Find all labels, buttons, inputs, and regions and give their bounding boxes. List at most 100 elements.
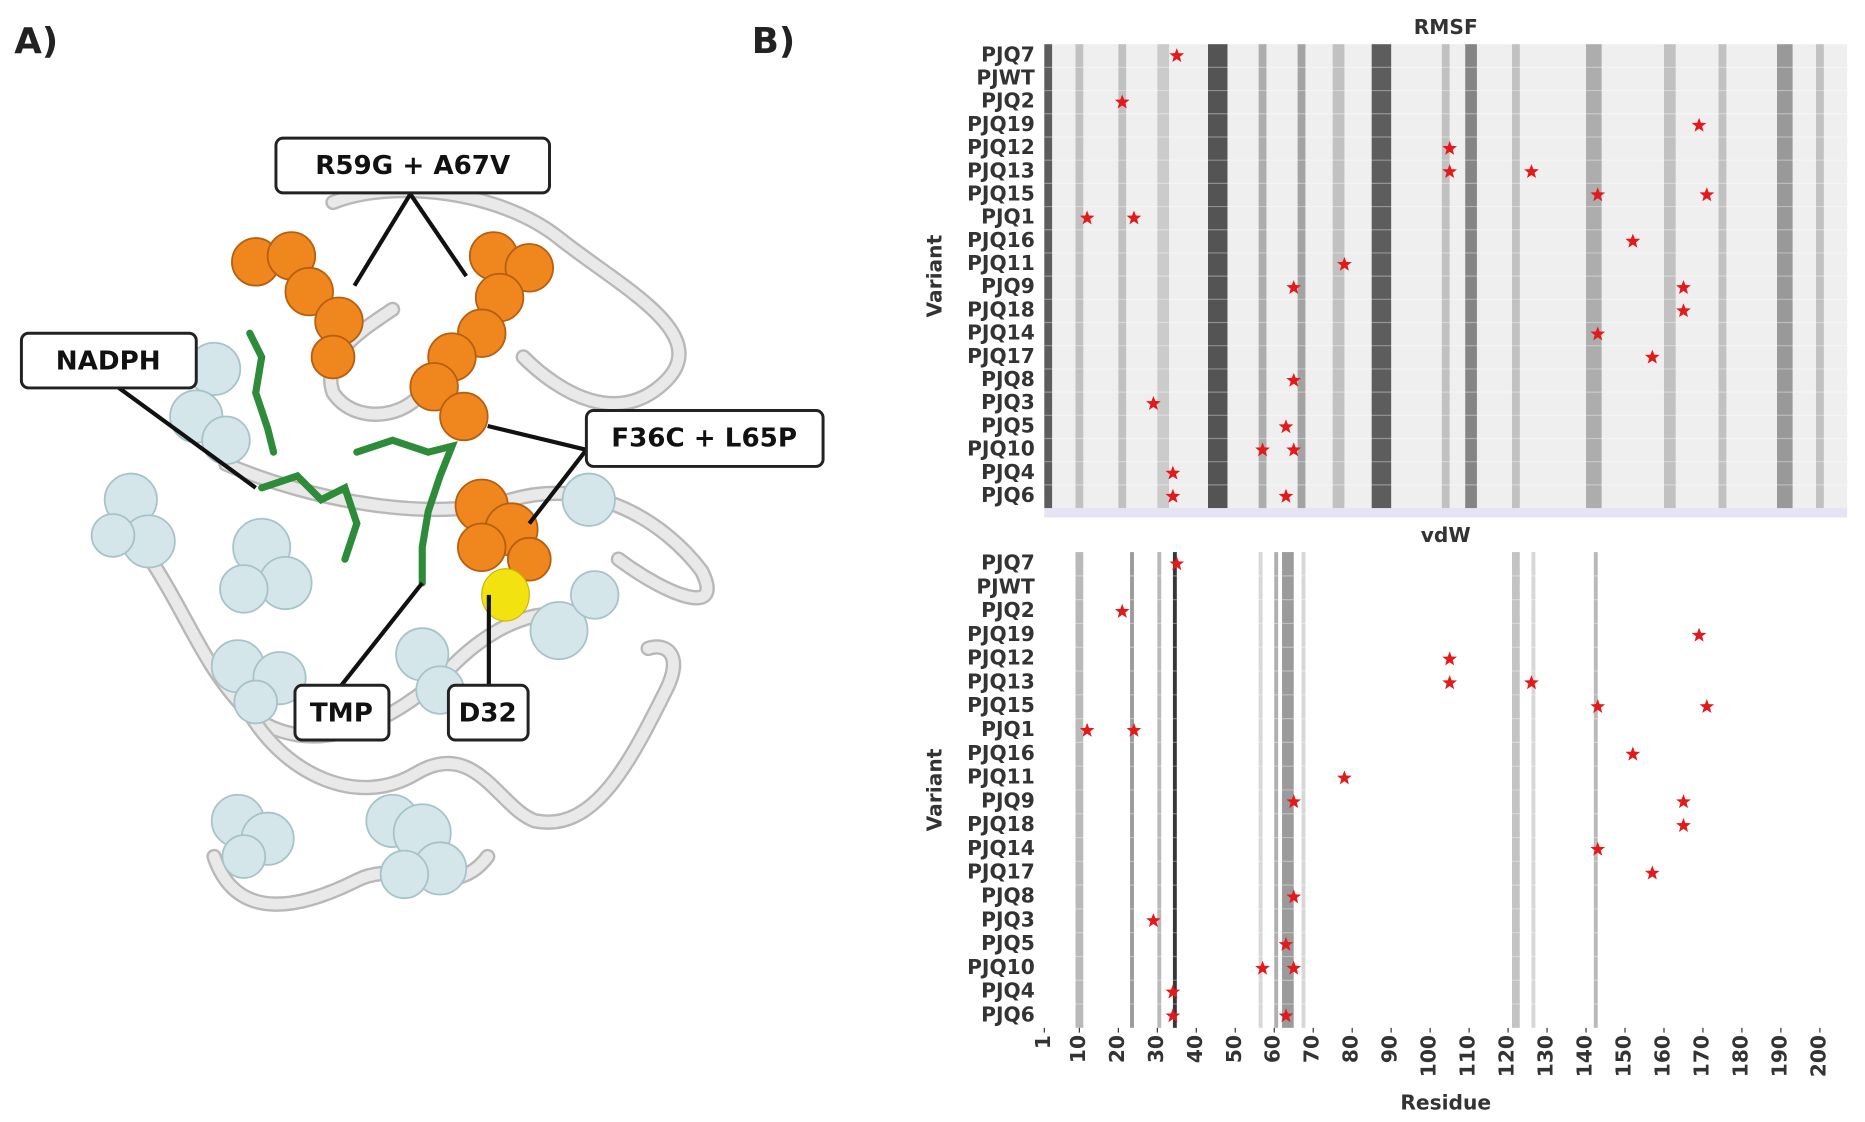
heat-band [1274,552,1279,1028]
y-tick-label: PJQ12 [967,646,1035,670]
heat-band [1044,44,1053,509]
y-tick-label: PJQ6 [981,1002,1035,1026]
y-tick-label: PJWT [976,65,1035,89]
heat-band [1531,552,1536,1028]
y-tick-label: PJQ10 [967,437,1035,461]
x-tick-label: 120 [1495,1035,1519,1077]
chart-title: RMSF [1414,15,1478,39]
heat-band [1593,552,1598,1028]
y-tick-label: PJQ8 [981,884,1035,908]
x-tick-label: 100 [1417,1035,1441,1077]
heatmap-background [1044,552,1848,1028]
mutation-star [1644,349,1660,364]
x-tick-label: 30 [1144,1035,1168,1063]
mutation-star [1255,960,1270,975]
mutation-star [1165,465,1181,480]
mutation-star [1114,603,1130,618]
mutation-star [1146,396,1161,410]
y-tick-label: PJQ9 [981,788,1035,812]
mutation-star [1278,419,1294,434]
y-tick-label: PJQ10 [967,955,1035,979]
y-tick-label: PJQ1 [981,717,1035,741]
annotation: NADPH [56,346,161,376]
mutation-star [1625,746,1641,761]
y-tick-label: PJQ2 [981,598,1035,622]
mutation-star [1699,698,1715,714]
heat-band [1718,44,1727,509]
heat-band [1663,44,1676,509]
heat-band [1282,552,1294,1028]
x-tick-label: 160 [1650,1035,1674,1077]
heat-band [1207,44,1228,509]
heat-band [1157,552,1162,1028]
annotation-box [446,683,530,742]
heat-band [1301,552,1306,1028]
annotation: D32 [459,698,517,728]
x-axis-title: Residue [1400,1090,1491,1114]
x-tick-label: 60 [1261,1035,1285,1063]
heat-band [1258,44,1267,509]
heat-band [1118,44,1127,509]
mutation-star [1286,372,1302,387]
heat-band [1258,552,1263,1028]
mutation-star [1590,698,1606,714]
heat-band [1777,44,1793,509]
y-tick-label: PJQ4 [981,979,1035,1003]
y-tick-label: PJQ17 [967,344,1035,368]
y-tick-label: PJQ5 [981,413,1035,437]
annotation-box [19,331,198,390]
mutation-star [1625,233,1641,248]
mutation-star [1442,675,1458,690]
y-tick-label: PJQ7 [981,550,1035,574]
mutation-star [1286,889,1302,904]
heat-band [1130,552,1134,1028]
mutation-star [1524,675,1539,690]
annotation: R59G + A67V [315,151,511,181]
mutation-star [1337,770,1352,785]
mutation-star [1278,488,1294,503]
y-tick-label: PJQ18 [967,812,1035,836]
y-axis-title: Variant [923,234,947,317]
x-tick-label: 10 [1066,1035,1090,1063]
mutation-star [1286,794,1302,809]
y-tick-label: PJQ12 [967,135,1035,159]
y-tick-label: PJQ11 [967,765,1035,789]
panel-label: B) [752,21,796,62]
mutation-star [1165,1008,1181,1023]
y-tick-label: PJQ11 [967,251,1035,275]
x-tick-label: 1 [1031,1035,1055,1049]
y-tick-label: PJQ1 [981,205,1035,229]
axis-strip [1044,508,1848,518]
x-tick-label: 170 [1689,1035,1713,1077]
y-tick-label: PJQ16 [967,228,1035,252]
mutation-star [1676,817,1691,832]
mutation-star [1676,303,1691,318]
y-tick-label: PJQ3 [981,390,1035,414]
y-tick-label: PJQ4 [981,460,1035,484]
mutation-star [1442,140,1458,155]
y-tick-label: PJQ5 [981,931,1035,955]
mutation-star [1691,627,1707,642]
heat-band [1511,552,1520,1028]
mutation-star [1079,722,1095,737]
y-tick-label: PJQ13 [967,158,1035,182]
y-tick-label: PJQ13 [967,669,1035,693]
annotation: TMP [310,698,373,728]
y-tick-label: PJQ19 [967,112,1035,136]
mutation-star [1165,984,1181,999]
x-tick-label: 190 [1767,1035,1791,1077]
x-tick-label: 40 [1183,1035,1207,1063]
protein-structure [90,182,715,912]
heat-band [1586,44,1602,509]
y-tick-label: PJQ6 [981,483,1035,507]
panel-label: A) [14,21,58,62]
x-tick-label: 140 [1573,1035,1597,1077]
heat-band [1371,44,1392,509]
x-tick-label: 200 [1806,1035,1830,1077]
x-tick-label: 70 [1300,1035,1324,1063]
y-tick-label: PJQ15 [967,693,1035,717]
y-tick-label: PJQ9 [981,274,1035,298]
x-tick-label: 110 [1456,1035,1480,1077]
mutation-star [1286,442,1302,457]
